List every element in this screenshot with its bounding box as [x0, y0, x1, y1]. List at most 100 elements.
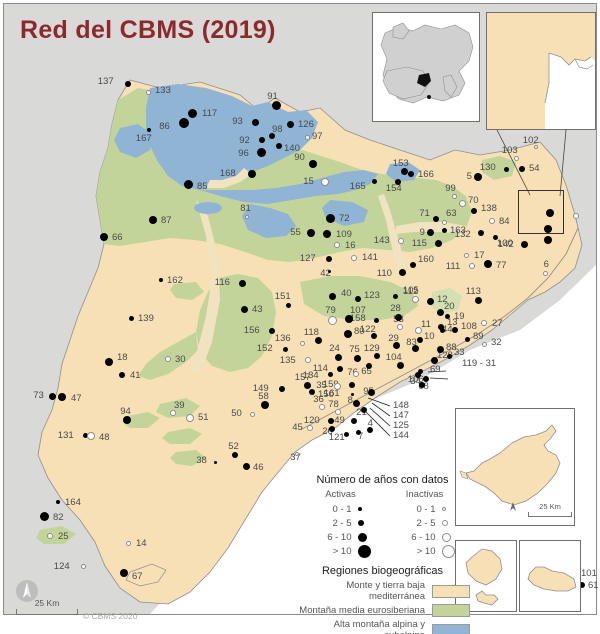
site-point[interactable] [248, 170, 256, 178]
site-point[interactable] [256, 147, 266, 157]
site-point[interactable] [125, 540, 131, 546]
site-point[interactable] [119, 372, 125, 378]
site-point[interactable] [327, 315, 337, 325]
site-point[interactable] [426, 228, 434, 236]
site-point[interactable] [446, 353, 452, 359]
site-point[interactable] [329, 426, 335, 432]
site-point[interactable] [213, 460, 217, 464]
site-point[interactable] [396, 361, 404, 369]
site-point[interactable] [398, 238, 404, 244]
site-point[interactable] [481, 341, 487, 347]
site-point[interactable] [245, 215, 249, 219]
site-point[interactable] [544, 225, 552, 233]
site-point[interactable] [489, 218, 495, 224]
site-point[interactable] [295, 452, 299, 456]
site-point[interactable] [345, 315, 353, 323]
site-point[interactable] [328, 418, 334, 424]
site-point[interactable] [186, 414, 194, 422]
site-point[interactable] [474, 173, 482, 181]
site-point[interactable] [474, 296, 482, 304]
site-point[interactable] [323, 230, 331, 238]
site-point[interactable] [286, 120, 294, 128]
site-point[interactable] [309, 160, 317, 168]
site-point[interactable] [333, 382, 341, 390]
site-point[interactable] [305, 357, 311, 363]
site-point[interactable] [353, 354, 361, 362]
site-point[interactable] [392, 293, 398, 299]
site-point[interactable] [355, 429, 361, 435]
site-point[interactable] [417, 337, 423, 343]
site-point[interactable] [314, 336, 322, 344]
site-point[interactable] [334, 353, 342, 361]
site-point[interactable] [371, 178, 377, 184]
site-point[interactable] [80, 563, 86, 569]
site-point[interactable] [240, 305, 248, 313]
site-point[interactable] [337, 366, 343, 372]
site-point[interactable] [542, 270, 548, 276]
site-point[interactable] [355, 296, 361, 302]
site-point[interactable] [415, 372, 421, 378]
site-point[interactable] [395, 179, 401, 185]
site-point[interactable] [349, 382, 355, 388]
site-point[interactable] [285, 302, 291, 308]
site-point[interactable] [458, 199, 466, 207]
site-point[interactable] [145, 89, 151, 95]
site-point[interactable] [367, 388, 375, 396]
site-point[interactable] [149, 216, 157, 224]
site-point[interactable] [47, 533, 53, 539]
site-point[interactable] [39, 511, 49, 521]
site-point[interactable] [441, 219, 447, 225]
site-point[interactable] [439, 327, 445, 333]
site-point[interactable] [469, 263, 475, 269]
site-point[interactable] [411, 295, 419, 303]
site-point[interactable] [276, 143, 282, 149]
site-point[interactable] [426, 297, 434, 305]
site-point[interactable] [271, 100, 281, 110]
site-point[interactable] [573, 213, 579, 219]
site-point[interactable] [361, 407, 367, 413]
site-point[interactable] [48, 392, 56, 400]
site-point[interactable] [430, 356, 438, 364]
site-point[interactable] [444, 313, 450, 319]
site-point[interactable] [417, 368, 423, 374]
site-point[interactable] [484, 260, 492, 268]
site-point[interactable] [414, 326, 422, 334]
site-point[interactable] [183, 179, 193, 189]
site-point[interactable] [374, 353, 380, 359]
site-point[interactable] [519, 166, 525, 172]
site-point[interactable] [307, 229, 315, 237]
site-point[interactable] [309, 389, 315, 395]
site-point[interactable] [481, 320, 487, 326]
site-point[interactable] [170, 410, 176, 416]
site-point[interactable] [371, 333, 377, 339]
site-point[interactable] [436, 345, 444, 353]
site-point[interactable] [436, 308, 444, 316]
site-point[interactable] [408, 171, 414, 177]
site-point[interactable] [326, 256, 332, 262]
site-point[interactable] [100, 233, 108, 241]
site-point[interactable] [128, 315, 134, 321]
site-point[interactable] [334, 242, 340, 248]
site-point[interactable] [261, 401, 269, 409]
site-point[interactable] [238, 279, 246, 287]
site-point[interactable] [179, 118, 189, 128]
site-point[interactable] [269, 328, 275, 334]
site-point[interactable] [392, 341, 400, 349]
site-point[interactable] [343, 431, 349, 437]
site-point[interactable] [471, 208, 477, 214]
site-point[interactable] [56, 500, 60, 504]
site-point[interactable] [373, 317, 379, 323]
site-point[interactable] [546, 209, 554, 217]
site-point[interactable] [58, 393, 66, 401]
site-point[interactable] [520, 240, 528, 248]
site-point[interactable] [304, 134, 310, 140]
site-point[interactable] [335, 409, 341, 415]
site-point[interactable] [366, 363, 372, 369]
site-point[interactable] [251, 118, 259, 126]
site-point[interactable] [269, 133, 275, 139]
site-point[interactable] [279, 386, 285, 392]
site-point[interactable] [478, 230, 484, 236]
site-point[interactable] [319, 404, 325, 410]
site-point[interactable] [579, 582, 585, 588]
site-point[interactable] [350, 392, 354, 396]
